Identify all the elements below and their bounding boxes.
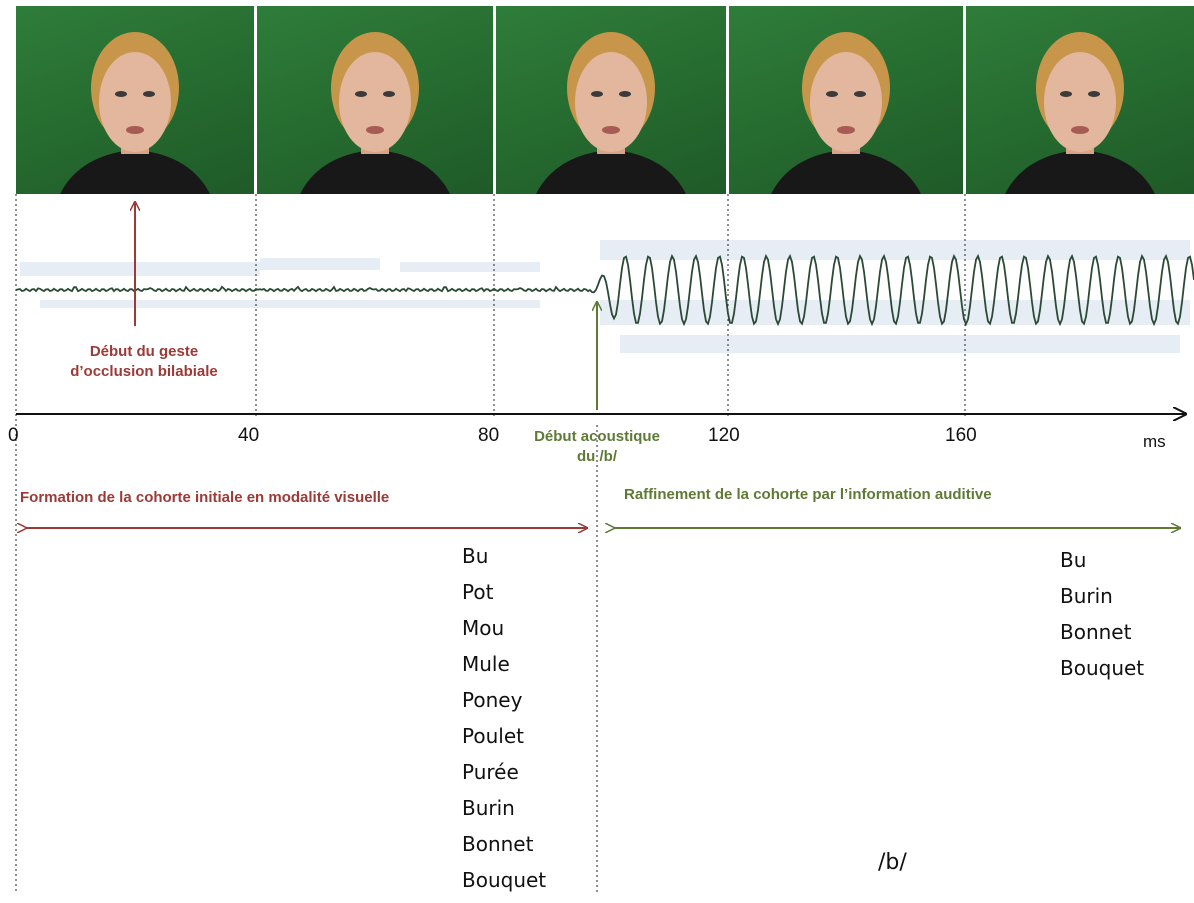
speaker-face <box>300 32 450 194</box>
cohort-word: Bouquet <box>462 868 547 892</box>
video-frame-1 <box>16 6 254 194</box>
speaker-face <box>60 32 210 194</box>
video-frame-3 <box>496 6 726 194</box>
video-frame-4 <box>729 6 963 194</box>
speaker-face <box>771 32 921 194</box>
axis-unit-label: ms <box>1143 432 1166 451</box>
cohort-word: Bouquet <box>1060 656 1145 680</box>
tick-label-80: 80 <box>478 425 500 446</box>
cohort-word: Bu <box>1060 548 1087 572</box>
video-frame-2 <box>257 6 493 194</box>
cohort-word: Pot <box>462 580 494 604</box>
cohort-word: Bu <box>462 544 489 568</box>
cohort-word: Purée <box>462 760 519 784</box>
cohort-word: Bonnet <box>462 832 534 856</box>
spectrogram-band <box>20 240 1190 353</box>
video-frame-5 <box>966 6 1194 194</box>
cohort-word: Bonnet <box>1060 620 1132 644</box>
cohort-word: Mou <box>462 616 505 640</box>
acoustic-waveform <box>15 253 1194 327</box>
speaker-face <box>1005 32 1155 194</box>
visual-onset-label: Début du geste d’occlusion bilabiale <box>70 343 218 380</box>
frame-boundaries <box>15 194 966 892</box>
cohort-word: Mule <box>462 652 510 676</box>
cohort-word: Poulet <box>462 724 524 748</box>
tick-label-160: 160 <box>945 425 977 446</box>
auditory-phase-label: Raffinement de la cohorte par l’informat… <box>624 486 992 503</box>
speaker-face <box>536 32 686 194</box>
tick-label-40: 40 <box>238 425 260 446</box>
acoustic-onset-label: Début acoustique du /b/ <box>534 428 660 465</box>
cohort-word: Burin <box>462 796 515 820</box>
visual-phase-label: Formation de la cohorte initiale en moda… <box>20 489 390 506</box>
visual-cohort-list: Bu Pot Mou Mule Poney Poulet Purée Burin… <box>462 543 546 903</box>
auditory-cohort-list: Bu Burin Bonnet Bouquet <box>1060 547 1144 691</box>
tick-label-120: 120 <box>708 425 740 446</box>
tick-label-0: 0 <box>8 425 19 446</box>
phoneme-label: /b/ <box>878 850 907 875</box>
cohort-word: Poney <box>462 688 523 712</box>
cohort-word: Burin <box>1060 584 1113 608</box>
